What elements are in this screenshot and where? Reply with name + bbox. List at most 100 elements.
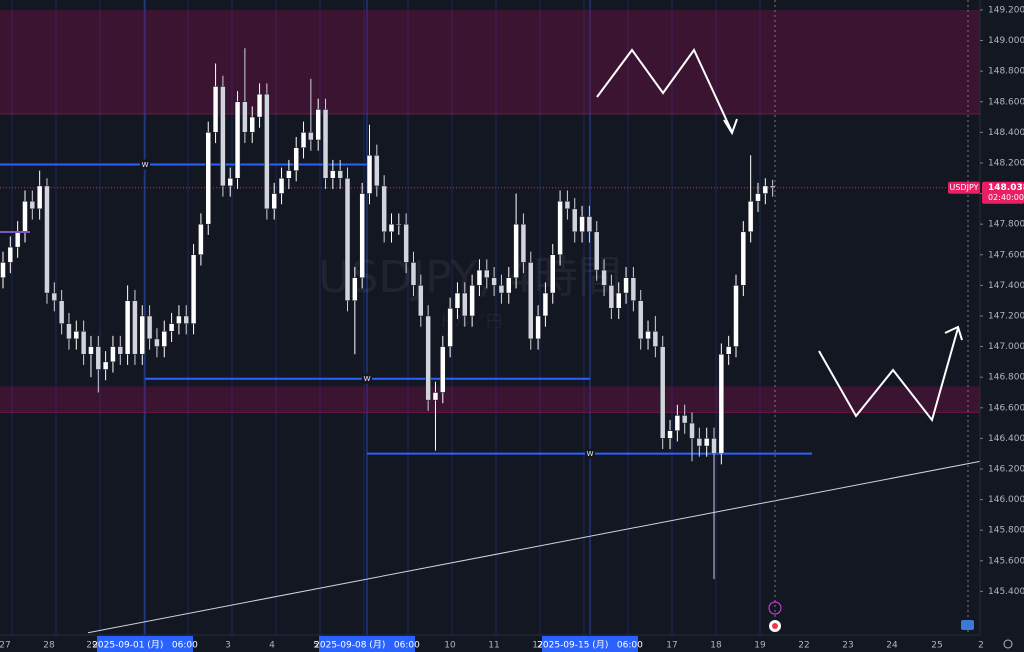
candle-body <box>110 346 116 363</box>
y-tick-label: 149.000 <box>988 36 1024 46</box>
candle-body <box>73 331 80 340</box>
event-icon <box>772 623 778 629</box>
y-tick-label: 147.200 <box>988 311 1024 321</box>
candle-body <box>689 422 695 439</box>
settings-icon[interactable] <box>1003 639 1013 649</box>
candle-body <box>102 361 109 370</box>
candle-body <box>703 438 710 447</box>
candle-body <box>352 277 358 301</box>
candle-body <box>645 331 651 340</box>
candle-body <box>58 300 65 324</box>
symbol-badge <box>948 181 980 194</box>
x-tick-label: 27 <box>0 641 11 651</box>
y-tick-label: 145.400 <box>988 587 1024 597</box>
level-label: w <box>363 374 370 384</box>
candle-body <box>564 200 571 210</box>
candle-body <box>718 353 725 454</box>
arrow <box>596 48 733 133</box>
candle-body <box>344 178 351 301</box>
candle-body <box>366 155 373 194</box>
candle-body <box>528 262 534 340</box>
price-badge <box>982 181 1024 204</box>
x-tick-label: 2025-09-15 (月) 06:00 <box>537 640 643 651</box>
x-label-box <box>319 636 415 652</box>
candle-body <box>513 223 519 278</box>
candle-body <box>212 86 219 133</box>
candle-body <box>337 170 343 179</box>
candle-body <box>249 116 255 133</box>
zones <box>0 9 980 413</box>
x-tick-label: 18 <box>710 641 722 651</box>
flag-icon[interactable] <box>961 620 974 630</box>
candle-body <box>315 109 321 141</box>
candle-body <box>762 185 769 194</box>
x-tick-label: 25 <box>931 641 942 651</box>
candle-body <box>454 292 461 309</box>
x-tick-label: 23 <box>842 641 853 651</box>
candle-body <box>146 315 153 340</box>
x-tick-label: 24 <box>886 641 898 651</box>
y-tick-label: 149.200 <box>988 5 1024 15</box>
x-tick-label: 10 <box>444 641 456 651</box>
candle-body <box>674 415 681 431</box>
candle-body <box>550 254 556 294</box>
candle-body <box>220 86 226 187</box>
x-tick-label: 19 <box>754 641 766 651</box>
candle-body <box>601 269 607 286</box>
price-label: 148.038 <box>988 183 1024 193</box>
candle-body <box>286 170 292 179</box>
candle-body <box>396 223 402 226</box>
level-label-bg <box>585 448 595 459</box>
candle-body <box>740 231 747 286</box>
candle-body <box>579 216 585 233</box>
candle-body <box>66 323 72 340</box>
candle-body <box>476 269 483 286</box>
candle-body <box>36 185 43 210</box>
candle-body <box>95 346 102 370</box>
candle-body <box>542 292 549 317</box>
axis: 149.200 149.000 148.800 148.600 148.400 148.2… <box>0 5 1024 652</box>
y-tick-label: 148.200 <box>988 158 1024 168</box>
candle-body <box>161 331 168 347</box>
watermark-sub: ドル／円 <box>438 312 502 331</box>
y-tick-label: 145.800 <box>988 526 1024 536</box>
y-tick-label: 145.600 <box>988 556 1024 566</box>
y-tick-label: 147.600 <box>988 250 1024 260</box>
candle-body <box>637 300 644 340</box>
candle-body <box>432 392 439 401</box>
candle-body <box>711 438 717 454</box>
candle-body <box>124 300 131 355</box>
y-tick-label: 146.200 <box>988 464 1024 474</box>
candle-body <box>557 200 563 256</box>
candle-body <box>242 101 248 133</box>
candle-body <box>190 254 197 324</box>
candle-body <box>176 315 182 324</box>
candle-body <box>183 315 189 324</box>
candle-body <box>615 292 622 309</box>
x-label-box <box>97 636 193 652</box>
candle-body <box>520 223 527 263</box>
y-tick-label: 147.800 <box>988 220 1024 230</box>
candle-body <box>278 178 285 194</box>
x-tick-label: 3 <box>225 641 231 651</box>
plot: w w w <box>0 48 981 634</box>
candle-body <box>198 223 204 256</box>
candle-body <box>44 185 50 294</box>
candle-body <box>652 331 659 347</box>
candle-body <box>29 200 36 210</box>
candle-body <box>593 231 600 271</box>
x-tick-label: 2025-09-01 (月) 06:00 <box>92 640 198 651</box>
candle-body <box>7 246 14 263</box>
arrow-head <box>723 118 738 136</box>
candle-body <box>22 200 28 233</box>
y-tick-label: 148.800 <box>988 67 1024 77</box>
candle-body <box>293 147 299 171</box>
candle-body <box>168 323 175 332</box>
event-icon[interactable] <box>768 601 782 615</box>
y-tick-label: 146.400 <box>988 434 1024 444</box>
candle-body <box>410 262 417 286</box>
y-tick-label: 146.800 <box>988 373 1024 383</box>
candle-body <box>755 193 761 202</box>
candle-body <box>264 93 270 210</box>
